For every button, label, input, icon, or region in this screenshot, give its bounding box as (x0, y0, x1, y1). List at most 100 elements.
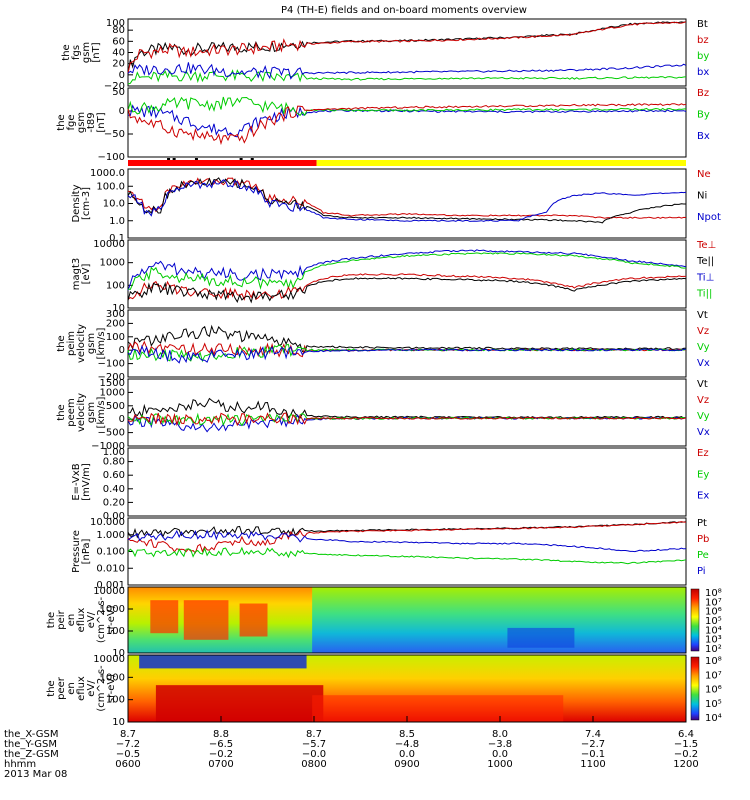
y-tick-label: 10.0 (103, 199, 125, 210)
flux-patch (312, 695, 564, 722)
y-tick-label: 0 (119, 106, 125, 117)
y-tick-label: 200 (106, 318, 125, 329)
y-tick-label: 0.1 (109, 233, 125, 244)
y-axis-label: peer (56, 676, 67, 700)
y-axis-label: the (46, 680, 57, 696)
y-tick-label: 500 (106, 401, 125, 412)
y-axis-label: gsm (86, 333, 97, 354)
legend-entry: Vy (697, 411, 710, 422)
x-tick-label: 1100 (580, 759, 605, 770)
panel-2: 50 0 −50 −100 the fge gsm -t89 [nT] Bz By Bx (56, 87, 710, 163)
legend-entry: Pt (697, 518, 707, 529)
series-line-Pb (127, 521, 686, 554)
mode-tick (167, 158, 171, 160)
x-tick-label: −0.2 (209, 749, 233, 760)
y-axis-label: [nPa] (81, 538, 92, 564)
y-axis-label: gsm (76, 112, 87, 133)
y-tick-label: 0 (119, 345, 125, 356)
panel-4: 1000.0 100.0 10.0 1.0 0.1 Density [cm-3] Ne Ni Np… (71, 168, 721, 244)
y-axis-label: [cm-3] (81, 187, 92, 220)
x-tick-label: 0800 (301, 759, 326, 770)
x-row-label: the_X-GSM (4, 729, 58, 740)
colorbar (690, 656, 700, 721)
x-tick-label: −4.8 (395, 739, 419, 750)
y-axis-label: [eV] (81, 264, 92, 285)
y-axis-label: peir (56, 609, 67, 629)
y-axis-label: gsm (86, 402, 97, 423)
legend-entry: Ti⊥ (696, 272, 714, 283)
y-axis-label: [km/s] (96, 396, 107, 428)
x-tick-label: 1000 (487, 759, 512, 770)
y-axis-label: en (66, 682, 77, 695)
y-tick-label: 0.80 (103, 457, 125, 468)
y-tick-label: −100 (98, 152, 125, 163)
series-line-Ni (127, 177, 686, 224)
colorbar-label: 10⁸ (705, 656, 722, 667)
legend-entry: Vx (697, 427, 710, 438)
flux-patch (183, 600, 229, 640)
panel-frame (127, 309, 687, 378)
mode-tick (250, 158, 254, 160)
panel-frame (127, 18, 687, 87)
y-axis-label: magt3 (71, 258, 82, 291)
panel-frame (127, 168, 687, 239)
legend-entry: Te⊥ (696, 240, 716, 251)
x-tick-label: 0600 (115, 759, 140, 770)
y-tick-label: −1000 (91, 441, 125, 452)
y-axis-label: -t89 (86, 112, 97, 132)
y-axis-label: eflux (76, 608, 87, 633)
y-axis-label: [mV/m] (81, 463, 92, 501)
x-tick-label: −6.5 (209, 739, 233, 750)
y-axis-label: eV/ (86, 680, 97, 697)
y-axis-label: peim (66, 331, 77, 356)
y-axis-label: Density (71, 184, 82, 222)
y-tick-label: 0.60 (103, 470, 125, 481)
panel-frame (127, 87, 687, 158)
series-line-Vz (127, 412, 687, 427)
x-tick-label: 8.5 (399, 729, 415, 740)
colorbar-label: 10⁷ (705, 670, 722, 681)
y-tick-label: 300 (106, 309, 125, 320)
y-tick-label: 0.001 (96, 580, 125, 591)
date-label: 2013 Mar 08 (4, 769, 67, 780)
series-line-Te⊥ (127, 273, 686, 301)
legend-entry: Ne (697, 169, 711, 180)
legend-entry: Vx (697, 358, 710, 369)
x-tick-label: −2.7 (581, 739, 605, 750)
y-tick-label: 1000 (100, 258, 125, 269)
legend-entry: Bz (697, 88, 709, 99)
mode-tick (239, 158, 243, 160)
colorbar-label: 10⁵ (705, 699, 722, 710)
y-axis-label: (cm^2-s- (96, 596, 107, 643)
legend-entry: By (697, 110, 710, 121)
colorbar-label: 10⁶ (705, 607, 722, 618)
series-line-Vt (127, 397, 687, 419)
y-tick-label: 100 (106, 695, 125, 706)
y-tick-label: 100 (106, 280, 125, 291)
x-tick-label: 8.8 (213, 729, 229, 740)
flux-patch (150, 600, 179, 634)
y-tick-label: −200 (98, 372, 125, 383)
legend-entry: Vz (697, 395, 709, 406)
x-tick-label: 8.7 (120, 729, 136, 740)
y-tick-label: −500 (98, 428, 125, 439)
y-axis-label: the (56, 114, 67, 130)
y-axis-label: [nT] (91, 42, 102, 62)
y-tick-label: 10000 (93, 654, 125, 665)
x-tick-label: 0.0 (492, 749, 508, 760)
y-axis-label: sr-eV) (106, 674, 117, 703)
y-tick-label: 0.00 (103, 511, 125, 522)
colorbar-label: 10⁷ (705, 597, 722, 608)
panel-frame (127, 378, 687, 447)
legend-entry: by (697, 51, 709, 62)
series-line-by (127, 69, 687, 85)
y-tick-label: 0.40 (103, 484, 125, 495)
legend-entry: Npot (697, 212, 721, 223)
colorbar-label: 10³ (705, 635, 722, 646)
mode-segment (128, 160, 317, 166)
x-tick-label: 7.4 (585, 729, 601, 740)
y-tick-label: 60 (112, 36, 125, 47)
y-tick-label: 100 (106, 18, 125, 29)
colorbar-label: 10⁸ (705, 588, 722, 599)
